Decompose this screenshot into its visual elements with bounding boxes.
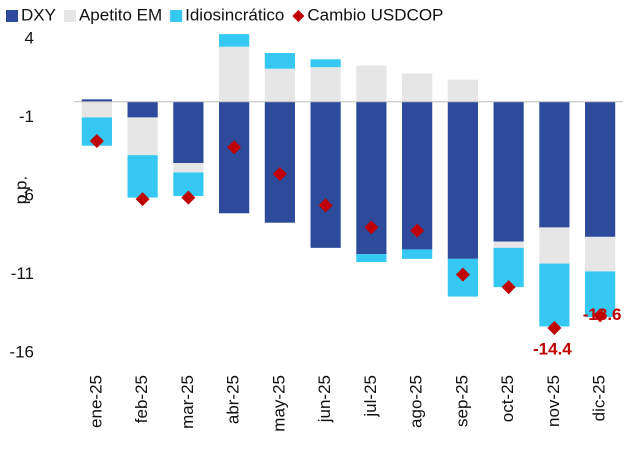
- marker: [547, 321, 562, 335]
- bar-segment: [81, 101, 112, 118]
- marker: [181, 190, 196, 205]
- x-tick-label: ago-25: [407, 375, 426, 428]
- legend-label: Apetito EM: [79, 5, 162, 24]
- marker: [227, 140, 242, 155]
- bar-segment: [81, 99, 112, 102]
- legend-label: DXY: [21, 5, 56, 24]
- x-tick-label: ene-25: [86, 375, 105, 428]
- marker: [410, 223, 425, 238]
- bar-segment: [127, 155, 158, 198]
- marker: [364, 220, 379, 235]
- bar-segment: [402, 73, 433, 102]
- marker: [318, 198, 333, 213]
- x-tick-label: jun-25: [315, 375, 334, 423]
- legend-swatch: [6, 10, 18, 22]
- marker: [89, 134, 104, 148]
- legend-swatch: [170, 10, 183, 22]
- x-tick-label: jul-25: [361, 375, 380, 418]
- bar-segment: [127, 117, 158, 156]
- legend-label: Cambio USDCOP: [307, 5, 443, 24]
- bar-segment: [219, 46, 250, 102]
- x-tick-label: abr-25: [224, 375, 243, 424]
- y-tick-label: -1: [19, 107, 34, 126]
- x-tick-label: oct-25: [498, 375, 517, 422]
- bar-segment: [447, 101, 478, 259]
- bar-segment: [264, 53, 295, 69]
- x-tick-label: dic-25: [590, 375, 609, 421]
- marker: [135, 192, 150, 207]
- x-tick-label: mar-25: [178, 375, 197, 429]
- legend-marker: [292, 10, 305, 22]
- x-tick-label: sep-25: [452, 375, 471, 427]
- legend-swatch: [63, 10, 76, 22]
- bar-segment: [356, 254, 387, 262]
- bar-segment: [173, 172, 204, 196]
- y-tick-label: -16: [9, 343, 34, 362]
- bar-segment: [447, 79, 478, 102]
- bar-segment: [539, 263, 570, 327]
- x-tick-label: may-25: [269, 375, 288, 432]
- bar-segment: [310, 67, 341, 102]
- bar-segment: [127, 101, 158, 118]
- bar-segment: [310, 101, 341, 248]
- y-axis-label: p.p.: [11, 176, 30, 204]
- bar-segment: [219, 34, 250, 47]
- bar-segment: [173, 163, 204, 173]
- bar-segment: [264, 101, 295, 223]
- bar-segment: [585, 101, 616, 237]
- data-label: -13.6: [583, 305, 622, 324]
- legend-label: Idiosincrático: [185, 5, 284, 24]
- bar-segment: [310, 59, 341, 68]
- data-label: -14.4: [533, 339, 572, 358]
- x-tick-label: nov-25: [544, 375, 563, 427]
- bar-segment: [402, 249, 433, 259]
- bar-segment: [219, 101, 250, 214]
- bar-segment: [264, 68, 295, 102]
- marker: [272, 167, 287, 181]
- bar-segment: [585, 236, 616, 272]
- x-tick-label: feb-25: [132, 375, 151, 423]
- marker: [455, 267, 470, 282]
- bar-segment: [356, 65, 387, 102]
- bar-segment: [173, 101, 204, 163]
- bar-segment: [493, 241, 524, 248]
- bar-segment: [539, 101, 570, 228]
- marker: [501, 280, 516, 295]
- bar-segment: [493, 101, 524, 242]
- y-tick-label: 4: [25, 28, 34, 47]
- y-tick-label: -6: [19, 185, 34, 204]
- y-tick-label: -11: [11, 264, 34, 283]
- bar-segment: [539, 227, 570, 264]
- marker: [593, 308, 608, 323]
